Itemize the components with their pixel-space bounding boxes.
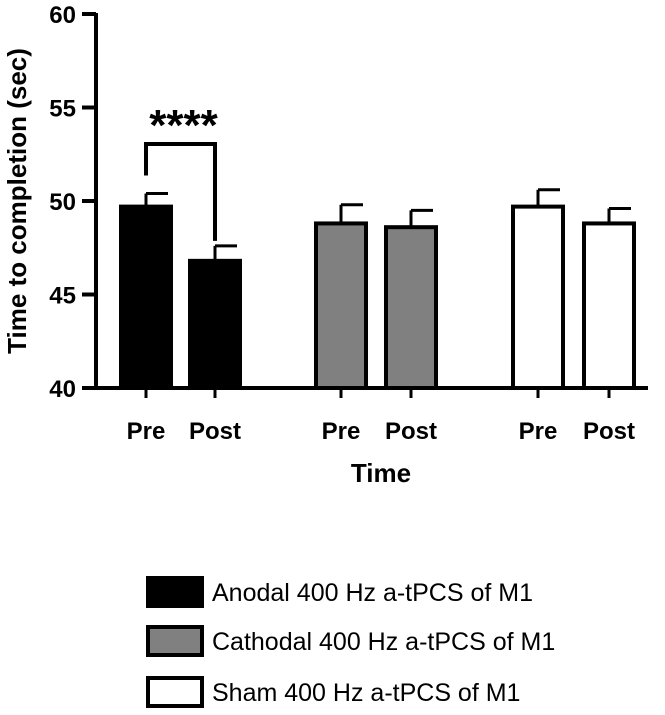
x-tick-label: Post bbox=[385, 418, 437, 445]
significance-label: **** bbox=[149, 101, 218, 150]
legend-label: Sham 400 Hz a-tPCS of M1 bbox=[212, 679, 520, 707]
bar bbox=[384, 225, 438, 390]
legend-label: Cathodal 400 Hz a-tPCS of M1 bbox=[212, 628, 555, 656]
x-axis-title: Time bbox=[351, 458, 411, 488]
legend-swatch bbox=[146, 576, 204, 608]
y-tick-label: 50 bbox=[49, 189, 76, 216]
x-tick-label: Pre bbox=[519, 418, 558, 445]
x-tick-label: Pre bbox=[322, 418, 361, 445]
y-tick-label: 45 bbox=[49, 283, 76, 310]
bar bbox=[119, 204, 173, 390]
legend-swatch bbox=[146, 625, 204, 657]
y-axis-title: Time to completion (sec) bbox=[2, 48, 32, 354]
bar bbox=[582, 221, 636, 390]
bar bbox=[188, 258, 242, 390]
y-tick-label: 55 bbox=[49, 96, 76, 123]
legend-swatch bbox=[146, 676, 204, 708]
x-tick-label: Pre bbox=[127, 418, 166, 445]
x-tick-label: Post bbox=[583, 418, 635, 445]
bar bbox=[511, 204, 565, 390]
y-tick-label: 60 bbox=[49, 2, 76, 29]
y-tick-label: 40 bbox=[49, 376, 76, 403]
legend-label: Anodal 400 Hz a-tPCS of M1 bbox=[212, 579, 533, 607]
x-tick-label: Post bbox=[189, 418, 241, 445]
significance-bracket bbox=[144, 142, 217, 241]
bar bbox=[314, 221, 368, 390]
